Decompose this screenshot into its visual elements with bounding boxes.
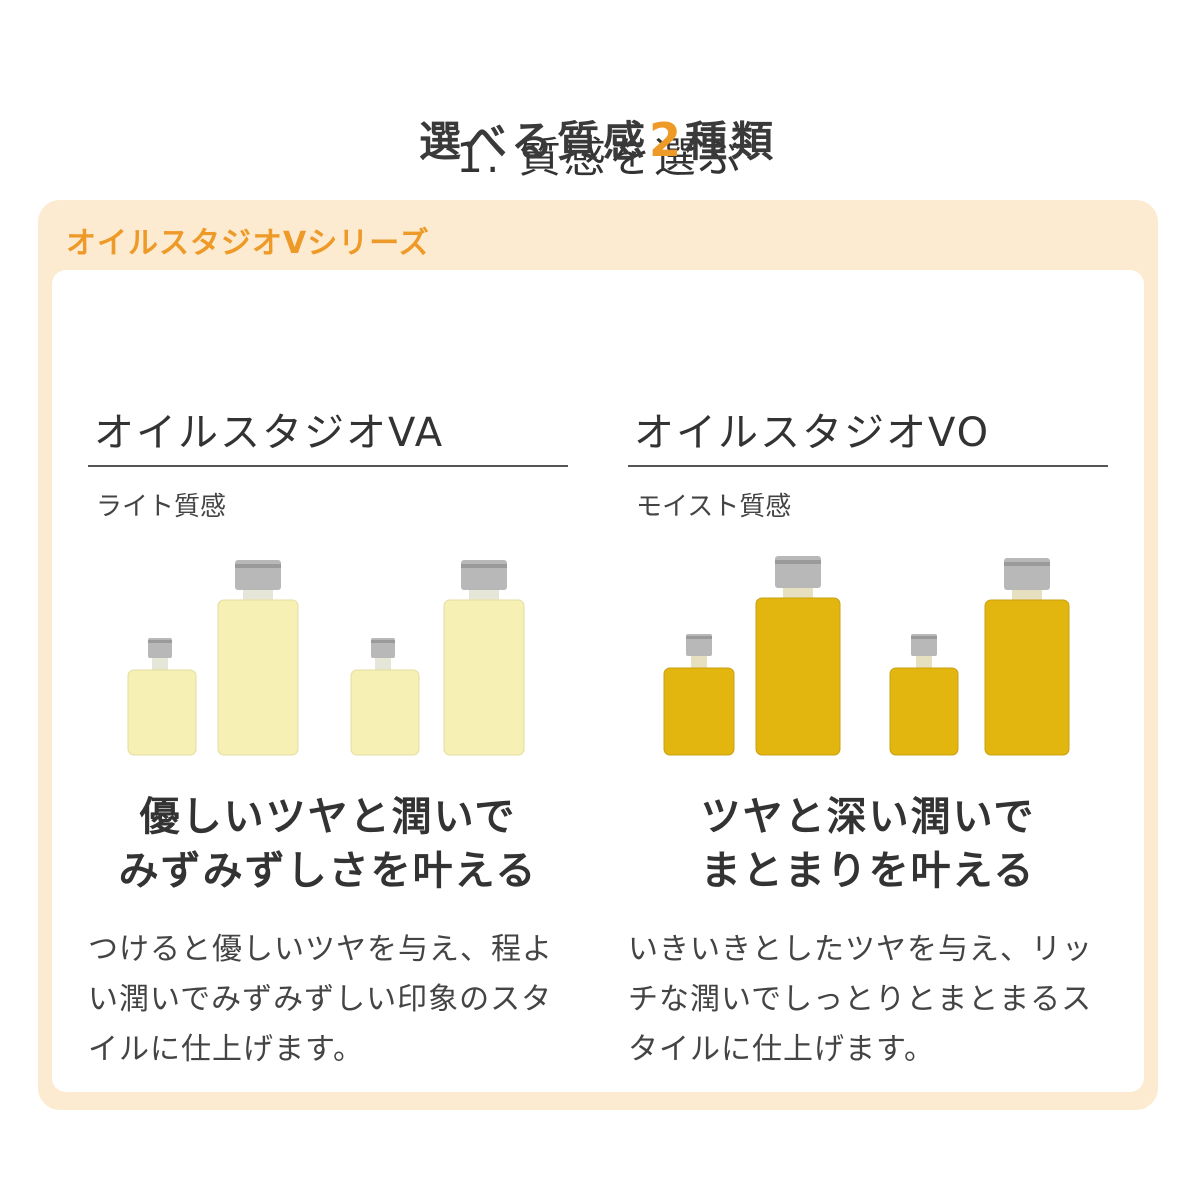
catchphrase-line-2: みずみずしさを叶える <box>118 848 538 894</box>
catchphrase-line-1: ツヤと深い潤いで <box>700 794 1036 840</box>
headline-suffix: 種類 <box>685 117 778 166</box>
divider <box>628 465 1108 467</box>
series-label: オイルスタジオVシリーズ <box>66 226 430 261</box>
catchphrase-line-1: 優しいツヤと潤いで <box>139 794 517 840</box>
bottle-image <box>127 560 525 756</box>
section-title: 1. 質感を選ぶ <box>456 133 744 182</box>
bottle-small-2 <box>889 634 959 756</box>
catchphrase: 優しいツヤと潤いで みずみずしさを叶える <box>88 790 568 898</box>
product-name: オイルスタジオVA <box>94 410 445 456</box>
headline-prefix: 選べる質感 <box>418 117 649 166</box>
headline: 選べる質感2種類 <box>38 108 1158 169</box>
bottle-large-2 <box>443 560 525 756</box>
product-description: つけると優しいツヤを与え、程よい潤いでみずみずしい印象のスタイルに仕上げます。 <box>88 932 553 1067</box>
product-name: オイルスタジオVO <box>634 410 991 456</box>
texture-label: ライト質感 <box>96 492 227 522</box>
bottle-small-1 <box>127 638 197 756</box>
catchphrase: ツヤと深い潤いで まとまりを叶える <box>628 790 1108 898</box>
headline-number: 2 <box>648 113 685 167</box>
bottle-large-1 <box>755 556 841 756</box>
catchphrase-line-2: まとまりを叶える <box>700 848 1036 894</box>
product-description: いきいきとしたツヤを与え、リッチな潤いでしっとりとまとまるスタイルに仕上げます。 <box>628 932 1093 1067</box>
bottle-large-1 <box>217 560 299 756</box>
divider <box>88 465 568 467</box>
bottle-large-2 <box>984 558 1070 756</box>
bottle-small-1 <box>663 634 735 756</box>
bottle-image <box>663 556 1070 756</box>
series-panel: オイルスタジオVシリーズ <box>38 200 1158 1110</box>
bottle-small-2 <box>350 638 420 756</box>
texture-label: モイスト質感 <box>636 492 792 522</box>
